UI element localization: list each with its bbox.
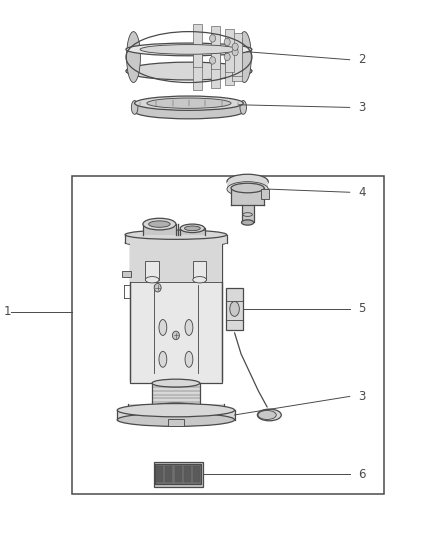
Bar — [166, 466, 173, 482]
Bar — [184, 466, 191, 482]
Bar — [125, 236, 227, 243]
Ellipse shape — [243, 213, 252, 216]
Bar — [128, 404, 224, 414]
Circle shape — [154, 284, 161, 292]
Bar — [241, 205, 254, 222]
Text: 3: 3 — [358, 390, 366, 403]
Bar — [72, 176, 385, 495]
Bar — [225, 42, 234, 85]
Bar — [225, 29, 234, 72]
Ellipse shape — [125, 238, 227, 247]
Ellipse shape — [185, 351, 193, 367]
Ellipse shape — [117, 403, 235, 417]
Text: 2: 2 — [358, 53, 366, 66]
Ellipse shape — [152, 403, 200, 411]
Bar — [130, 243, 222, 383]
Text: 4: 4 — [358, 186, 366, 199]
Bar — [155, 464, 201, 484]
Text: 5: 5 — [358, 302, 366, 316]
Bar — [232, 33, 242, 76]
Ellipse shape — [159, 319, 167, 335]
Text: 1: 1 — [4, 305, 11, 318]
Ellipse shape — [258, 409, 281, 421]
Text: 6: 6 — [358, 468, 366, 481]
Circle shape — [209, 35, 215, 42]
Ellipse shape — [125, 230, 227, 239]
Bar — [130, 243, 222, 282]
Ellipse shape — [140, 45, 238, 54]
Ellipse shape — [241, 220, 254, 225]
Bar — [193, 261, 206, 280]
Bar — [145, 261, 159, 280]
Bar — [123, 271, 131, 277]
Bar — [117, 410, 235, 419]
Circle shape — [224, 38, 230, 46]
Bar — [193, 47, 202, 90]
Bar — [134, 103, 243, 112]
Ellipse shape — [147, 98, 231, 108]
Ellipse shape — [134, 104, 243, 119]
Circle shape — [209, 56, 215, 64]
Circle shape — [224, 53, 230, 61]
Ellipse shape — [126, 62, 252, 80]
Ellipse shape — [227, 182, 268, 197]
Bar — [168, 419, 184, 426]
Bar — [175, 466, 182, 482]
Circle shape — [232, 43, 238, 51]
Bar — [261, 189, 269, 199]
Ellipse shape — [159, 351, 167, 367]
Ellipse shape — [117, 413, 235, 426]
Bar — [156, 466, 163, 482]
Ellipse shape — [143, 218, 176, 230]
Ellipse shape — [127, 31, 141, 83]
Ellipse shape — [152, 379, 200, 387]
Ellipse shape — [180, 224, 205, 232]
Ellipse shape — [230, 302, 239, 317]
Bar — [193, 466, 200, 482]
Ellipse shape — [134, 96, 243, 110]
Bar — [143, 227, 176, 235]
Text: 3: 3 — [358, 101, 366, 114]
Bar — [226, 288, 243, 330]
Circle shape — [173, 331, 180, 340]
Bar — [227, 182, 268, 189]
Bar — [231, 188, 264, 205]
Ellipse shape — [148, 221, 170, 227]
Ellipse shape — [193, 277, 206, 283]
Bar — [211, 45, 220, 88]
Ellipse shape — [184, 226, 200, 231]
Bar — [180, 231, 205, 235]
Ellipse shape — [131, 101, 138, 114]
Ellipse shape — [258, 410, 276, 419]
Bar — [211, 26, 220, 69]
Ellipse shape — [227, 174, 268, 189]
Ellipse shape — [237, 31, 251, 83]
Ellipse shape — [145, 277, 159, 283]
Ellipse shape — [240, 101, 247, 114]
Ellipse shape — [185, 319, 193, 335]
Ellipse shape — [126, 43, 252, 56]
Bar — [193, 24, 202, 67]
Circle shape — [232, 49, 238, 56]
Bar — [154, 462, 203, 487]
Ellipse shape — [231, 183, 264, 193]
Bar — [152, 383, 200, 407]
Bar — [232, 38, 242, 81]
